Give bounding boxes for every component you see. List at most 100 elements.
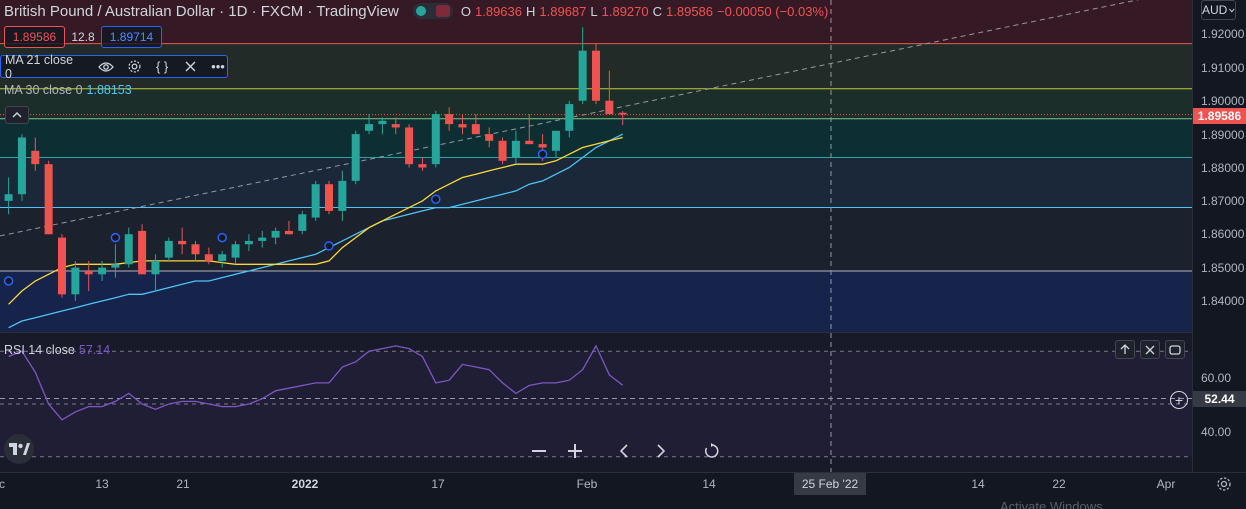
ma21-legend[interactable]: MA 21 close 0 { } •••	[0, 52, 228, 81]
eye-icon[interactable]	[97, 58, 115, 76]
ma30-legend[interactable]: MA 30 close 0 1.88153	[4, 83, 132, 97]
candle-body	[284, 230, 293, 235]
candle-body	[458, 124, 467, 128]
os-watermark: Activate Windows	[1000, 499, 1103, 509]
rsi-tick: 40.00	[1201, 425, 1232, 439]
candle-body	[178, 240, 187, 245]
maximize-icon	[1169, 344, 1181, 355]
zoom-out-button[interactable]	[526, 440, 552, 462]
reset-icon	[705, 443, 719, 458]
ma30-label: MA 30 close 0	[4, 83, 83, 97]
time-tick: 2022	[291, 477, 319, 491]
close-icon	[1145, 345, 1155, 354]
alert-marker	[324, 241, 334, 251]
arrow-up-icon	[1120, 344, 1130, 354]
price-tick: 1.85000	[1201, 261, 1245, 275]
alert-marker	[217, 232, 227, 243]
candle-body	[4, 194, 13, 201]
market-status-toggle[interactable]	[412, 3, 453, 19]
time-tick: 21	[176, 477, 190, 491]
reset-chart-button[interactable]	[698, 440, 724, 462]
gear-icon[interactable]	[1214, 474, 1234, 494]
plus-icon	[568, 444, 582, 458]
source-code-icon[interactable]: { }	[155, 59, 169, 74]
rsi-label: RSI 14 close	[4, 343, 75, 357]
remove-icon[interactable]	[181, 58, 199, 76]
candle-body	[351, 134, 360, 181]
ma21-line	[8, 136, 623, 305]
candle-body	[244, 240, 253, 245]
rsi-pane-bg	[0, 333, 1192, 473]
open-value: 1.89636	[475, 3, 522, 19]
price-tick: 1.90000	[1201, 94, 1245, 108]
pane-maximize-button[interactable]	[1165, 340, 1185, 359]
candle-body	[71, 267, 80, 295]
close-label: C	[652, 3, 663, 19]
candle-body	[44, 164, 53, 235]
zoom-in-button[interactable]	[562, 440, 588, 462]
rsi-value: 57.14	[78, 343, 111, 357]
change-value: −0.00050 (−0.03%)	[717, 3, 829, 19]
ma30-value: 1.88153	[86, 83, 132, 97]
candle-body	[311, 184, 320, 218]
candle-body	[258, 237, 267, 241]
time-tick: 14	[971, 477, 985, 491]
candle-body	[338, 180, 347, 211]
scroll-right-button[interactable]	[648, 440, 674, 462]
symbol-title[interactable]: British Pound / Australian Dollar · 1D ·…	[4, 2, 399, 20]
currency-label: AUD	[1202, 3, 1228, 17]
low-value: 1.89270	[601, 3, 649, 19]
alert-marker	[110, 232, 121, 243]
currency-selector[interactable]: AUD	[1201, 0, 1236, 20]
candle-body	[231, 244, 240, 258]
chevron-up-icon	[12, 112, 22, 118]
candle-body	[578, 50, 587, 101]
time-tick: Apr	[1156, 477, 1176, 491]
candle-body	[391, 124, 400, 128]
pane-close-button[interactable]	[1140, 340, 1160, 359]
price-tick: 1.86000	[1201, 227, 1245, 241]
ohlc-readout: O 1.89636 H 1.89687 L 1.89270 C 1.89586 −0.0…	[461, 4, 828, 19]
candle-body	[111, 264, 120, 268]
candle-body	[418, 164, 427, 168]
candle-body	[605, 100, 614, 115]
more-icon[interactable]: •••	[211, 59, 225, 74]
ma30-line	[8, 133, 623, 329]
candle-body	[325, 184, 333, 211]
price-tick: 1.88000	[1201, 161, 1245, 175]
low-label: L	[590, 3, 598, 19]
candle-body	[365, 124, 374, 131]
open-label: O	[460, 3, 471, 19]
candle-body	[191, 244, 200, 255]
time-tick: 14	[702, 477, 716, 491]
ma21-label: MA 21 close 0	[5, 52, 74, 81]
rsi-legend[interactable]: RSI 14 close 57.14	[4, 343, 110, 357]
level-band	[0, 0, 1192, 44]
level-band	[0, 270, 1192, 332]
candle-body	[84, 270, 93, 275]
sell-button[interactable]: 1.89586	[4, 26, 65, 48]
minus-icon	[532, 450, 546, 452]
add-plus-icon[interactable]: +	[1170, 391, 1188, 409]
scroll-left-button[interactable]	[611, 440, 637, 462]
candle-body	[538, 144, 547, 148]
candle-body	[525, 140, 534, 145]
candle-body	[445, 114, 454, 125]
collapse-legend-button[interactable]	[5, 106, 29, 124]
candle-body	[271, 230, 280, 238]
candle-body	[511, 140, 520, 158]
time-crosshair-label: 25 Feb '22	[794, 473, 866, 495]
candle-body	[471, 124, 480, 135]
pane-move-up-button[interactable]	[1115, 340, 1135, 359]
buy-button[interactable]: 1.89714	[101, 26, 162, 48]
settings-icon[interactable]	[125, 58, 143, 76]
last-price-label: 1.89586	[1193, 108, 1246, 124]
time-tick: 17	[431, 477, 445, 491]
chevron-down-icon	[1229, 8, 1235, 12]
candle-body	[485, 134, 494, 141]
candle-body	[204, 254, 213, 261]
alert-marker	[431, 194, 441, 204]
tradingview-logo-icon[interactable]	[4, 434, 34, 464]
time-tick: Feb	[576, 477, 598, 491]
